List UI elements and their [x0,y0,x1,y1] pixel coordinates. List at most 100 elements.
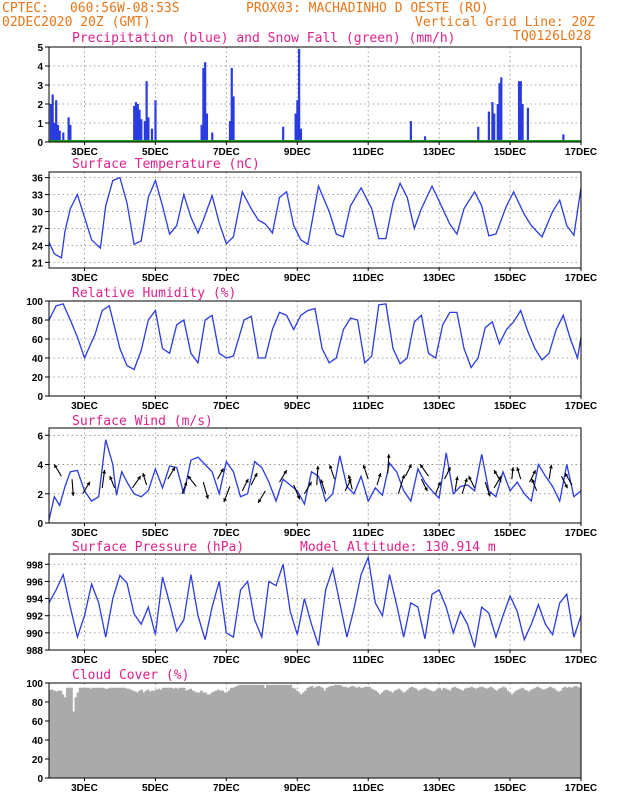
pressure-title: Surface Pressure (hPa) [72,540,244,555]
cloud-bar [168,687,171,778]
wind-arrow-head [494,470,498,475]
x-tick-label: 9DEC [284,273,311,284]
cloud-bar [236,685,239,778]
cloud-bar [549,686,552,778]
cloud-bar [459,689,463,778]
cloud-bar [451,687,454,778]
header-station: PROX03: MACHADINHO D OESTE (RO) [246,1,489,16]
x-tick-label: 17DEC [565,655,597,666]
temp-y-tick-label: 21 [32,258,44,269]
cloud-bar [127,688,131,778]
cloud-bar [500,687,503,778]
precip-bar [134,102,138,142]
cloud-bar [102,687,105,778]
wind-arrow-head [223,498,227,503]
cloud-bar [134,691,137,778]
wind-arrow-head [408,464,412,469]
cloud-bar [404,691,407,778]
cloud-bar [257,684,261,778]
wind-arrow-head [437,481,441,486]
wind-y-tick-label: 0 [37,519,43,530]
cloud-bar [310,685,314,778]
cloud-bar [131,690,135,778]
header-coords: 060:56W-08:53S [70,1,180,16]
cloud-bar [568,686,571,778]
cloud-bar [370,688,373,778]
precip-bar [491,102,494,142]
cloud-bar [427,689,431,778]
cloud-bar [351,685,354,778]
rh-y-tick-label: 40 [32,354,44,365]
x-tick-label: 15DEC [494,783,526,794]
precip-bar [49,104,52,142]
rh-title: Relative Humidity (%) [72,286,236,301]
cloud-bar [327,686,331,778]
wind-frame [48,427,582,524]
cloud-bar [74,697,78,778]
cloud-bar [474,688,478,778]
panel-pressure: Surface Pressure (hPa) Model Altitude: 13… [26,540,597,666]
cloud-bar [429,690,433,778]
cloud-bar [361,687,365,778]
x-tick-label: 17DEC [565,401,597,412]
wind-arrow-head [468,475,472,480]
cloud-bar [338,684,341,778]
wind-arrow-head [328,464,333,469]
cloud-bar [376,692,380,778]
precip-bar [498,83,501,142]
precip-bar [140,119,143,142]
cloud-bar [146,689,150,778]
x-tick-label: 13DEC [423,655,455,666]
cloud-bar [570,687,573,778]
x-tick-label: 11DEC [352,783,384,794]
x-tick-label: 11DEC [352,273,384,284]
precip-bar [150,128,154,142]
cloud-bar [195,692,199,778]
cloud-bar [78,687,82,778]
cloud-bar [440,689,444,778]
wind-arrow-head [424,487,428,492]
precip-bar [67,117,70,142]
cloud-bar [540,688,544,778]
precip-bar [562,134,565,142]
wind-arrow-head [531,478,535,483]
cloud-bar [57,690,61,778]
precip-bar [62,132,65,142]
cloud-bar [272,684,275,778]
cloud-bar [53,690,56,778]
cloud-bar [210,692,214,778]
cloud-bar [63,697,67,778]
wind-arrow-head [401,474,406,479]
x-tick-label: 13DEC [423,528,455,539]
cloud-bar [453,686,456,778]
x-tick-label: 7DEC [213,783,240,794]
cloud-bar [100,687,103,778]
cloud-bar [204,692,207,778]
cloud-y-tick-label: 80 [32,698,44,709]
cloud-bar [455,687,458,778]
cloud-bar [393,690,397,778]
cloud-bar [417,690,420,778]
cloud-bar [223,692,227,778]
cloud-bar [344,686,348,778]
cloud-bar [423,687,427,778]
cloud-bar [280,684,284,778]
wind-arrow-head [258,498,262,503]
cloud-bar [359,687,363,778]
wind-arrow-head [253,473,258,477]
wind-arrow-head [564,484,568,489]
cloud-bar [144,690,148,778]
pressure-y-tick-label: 992 [26,612,43,623]
cloud-bar [140,689,144,778]
cloud-bar [391,692,395,778]
cloud-bar [89,688,92,778]
precip-title: Precipitation (blue) and Snow Fall (gree… [72,31,456,46]
x-tick-label: 3DEC [71,147,98,158]
cloud-bar [476,687,480,778]
precip-y-tick-label: 3 [37,81,43,92]
cloud-bar [319,686,322,778]
wind-arrow-head [205,494,209,499]
precip-y-tick-label: 5 [37,43,43,54]
cloud-bar [300,694,303,778]
